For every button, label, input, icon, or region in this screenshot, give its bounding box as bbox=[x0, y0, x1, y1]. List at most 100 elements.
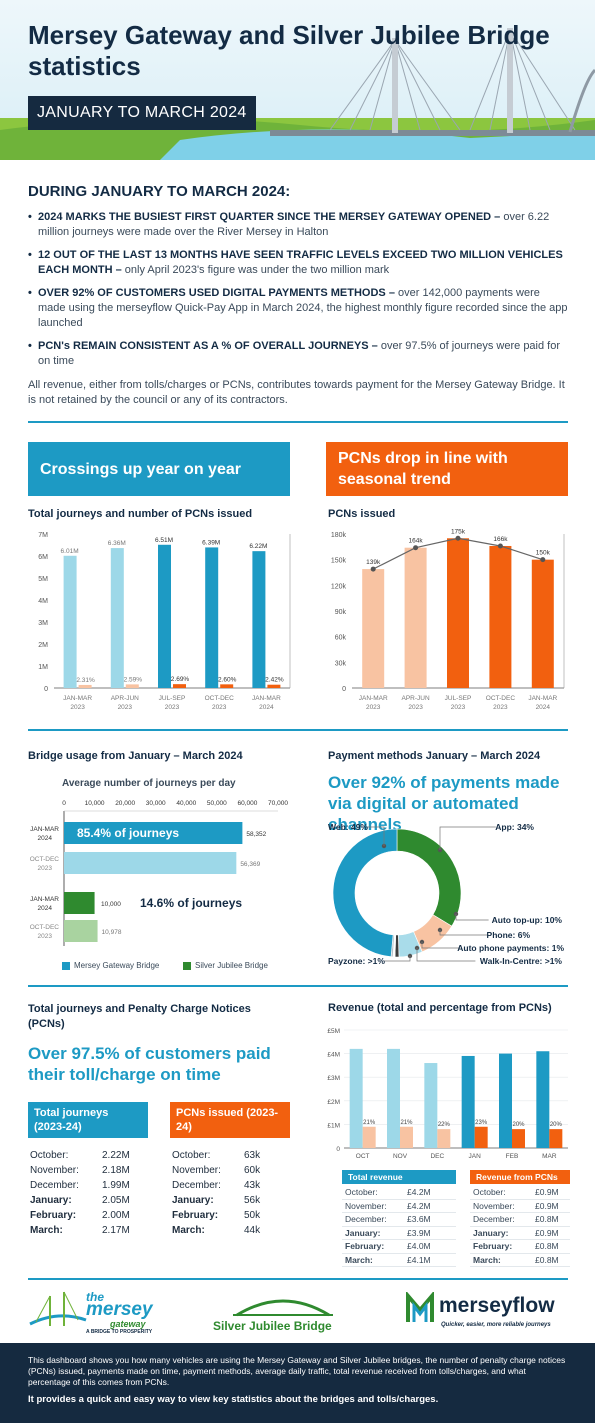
y-tick-label: OCT-DEC bbox=[30, 856, 60, 863]
x-tick-label: MAR bbox=[542, 1153, 557, 1160]
x-tick-label: JUL-SEP bbox=[159, 695, 186, 702]
payment-donut: Web: 49% App: 34% Auto top-up: 10% Phone: 6… bbox=[328, 822, 564, 966]
x-tick-label: JAN-MAR bbox=[359, 695, 388, 702]
table-row: February: 50k bbox=[172, 1210, 261, 1221]
pcn-data-label: 164k bbox=[409, 538, 424, 545]
y-tick-label: £3M bbox=[327, 1075, 340, 1082]
usage-bar bbox=[64, 892, 95, 914]
pie-leader-line bbox=[421, 942, 460, 949]
table-row: February: £0.8M bbox=[470, 1240, 570, 1254]
pcn-table: PCNs issued (2023-24) October: 63k Novemb… bbox=[170, 1102, 290, 1238]
x-tick-label: JAN bbox=[469, 1153, 482, 1160]
sjb-logo: Silver Jubilee Bridge bbox=[213, 1293, 358, 1333]
pie-slice-label: Walk-In-Centre: >1% bbox=[480, 956, 563, 966]
mersey-gateway-logo-mark bbox=[29, 1291, 87, 1326]
journeys-data-label: 6.51M bbox=[155, 537, 173, 544]
y-tick-label: 30k bbox=[335, 660, 347, 667]
x-tick-label: OCT bbox=[356, 1153, 370, 1160]
table-row: October: £4.2M bbox=[342, 1186, 456, 1200]
y-tick-label: 1M bbox=[38, 664, 48, 671]
pie-leader-line bbox=[416, 948, 476, 962]
bridge-usage-title: Bridge usage from January – March 2024 bbox=[28, 750, 243, 762]
x-tick-label: 20,000 bbox=[115, 800, 135, 807]
x-tick-label: JUL-SEP bbox=[445, 695, 472, 702]
y-tick-label: £5M bbox=[327, 1028, 340, 1035]
legend-swatch bbox=[62, 961, 70, 970]
pcn-data-label: 166k bbox=[493, 536, 508, 543]
mersey-gateway-logo: the mersey gateway A BRIDGE TO PROSPERIT… bbox=[28, 1290, 178, 1335]
table-row: March: £0.8M bbox=[470, 1254, 570, 1267]
y-tick-label: 60k bbox=[335, 635, 347, 642]
x-tick-label: APR-JUN bbox=[111, 695, 139, 702]
x-tick-label: 2023 bbox=[118, 704, 133, 711]
pcn-data-label: 150k bbox=[536, 550, 551, 557]
pcn-pct-label: 2.69% bbox=[171, 676, 190, 683]
pie-slice-label: Payzone: >1% bbox=[328, 956, 385, 966]
pcn-pct-label: 2.60% bbox=[218, 676, 237, 683]
pcn-revenue-bar bbox=[362, 1126, 376, 1148]
y-tick-label: 7M bbox=[38, 532, 48, 539]
x-tick-label: 70,000 bbox=[268, 800, 288, 807]
x-tick-label: JAN-MAR bbox=[252, 695, 281, 702]
pcn-pct-label: 2.31% bbox=[76, 677, 95, 684]
pcn-pct-label: 2.59% bbox=[124, 676, 143, 683]
sjb-share-label: 14.6% of journeys bbox=[140, 896, 242, 910]
table-header: Total journeys (2023-24) bbox=[28, 1102, 148, 1138]
pcn-bar bbox=[173, 684, 186, 688]
pcn-chart: 0 30k 60k 90k 120k 150k 180k 139k JAN-MAR 2023 164… bbox=[331, 528, 565, 711]
x-tick-label: 60,000 bbox=[237, 800, 257, 807]
table-row: October: 63k bbox=[172, 1150, 261, 1161]
x-tick-label: 30,000 bbox=[146, 800, 166, 807]
pie-slice-label: Auto top-up: 10% bbox=[492, 915, 563, 925]
y-tick-label: 90k bbox=[335, 609, 347, 616]
pcn-bar bbox=[78, 684, 92, 688]
x-tick-label: 2023 bbox=[493, 704, 508, 711]
journeys-data-label: 6.39M bbox=[202, 539, 220, 546]
y-tick-label: 0 bbox=[342, 686, 346, 693]
journeys-pcn-title: Total journeys and Penalty Charge Notice… bbox=[28, 1003, 251, 1030]
x-tick-label: 2024 bbox=[536, 704, 551, 711]
bullet-item: OVER 92% OF CUSTOMERS USED DIGITAL PAYME… bbox=[28, 286, 568, 331]
pie-leader-line bbox=[383, 956, 411, 962]
table-row: November: 2.18M bbox=[30, 1165, 130, 1176]
x-tick-label: 10,000 bbox=[85, 800, 105, 807]
usage-data-label: 56,369 bbox=[240, 861, 260, 868]
x-tick-label: 2024 bbox=[259, 704, 274, 711]
y-tick-label: 2023 bbox=[38, 865, 53, 872]
y-tick-label: 2024 bbox=[38, 835, 53, 842]
x-tick-label: 2023 bbox=[212, 704, 227, 711]
journeys-chart: 0 1M 2M 3M 4M 5M 6M 7M 6.01M 2.31% JAN-MAR 2023 6.36… bbox=[38, 532, 291, 711]
footer: This dashboard shows you how many vehicl… bbox=[0, 1343, 595, 1423]
period-badge: JANUARY TO MARCH 2024 bbox=[28, 96, 256, 130]
journeys-data-label: 6.22M bbox=[249, 543, 267, 550]
mersey-share-label: 85.4% of journeys bbox=[77, 826, 179, 840]
y-tick-label: 150k bbox=[331, 558, 347, 565]
x-tick-label: APR-JUN bbox=[402, 695, 430, 702]
pie-slice-label: Auto phone payments: 1% bbox=[457, 943, 564, 953]
banner-crossings: Crossings up year on year bbox=[28, 442, 290, 496]
pie-leader-line bbox=[366, 826, 385, 846]
pcn-revenue-bar bbox=[437, 1129, 451, 1148]
revenue-bar bbox=[499, 1053, 512, 1148]
y-tick-label: 2024 bbox=[38, 905, 53, 912]
x-tick-label: 2023 bbox=[165, 704, 180, 711]
usage-bar bbox=[64, 822, 243, 844]
table-row: February: 2.00M bbox=[30, 1210, 130, 1221]
table-header: Revenue from PCNs bbox=[470, 1170, 570, 1184]
pie-leader-line bbox=[455, 914, 489, 921]
intro-heading: DURING JANUARY TO MARCH 2024: bbox=[28, 183, 291, 200]
pcn-bar bbox=[489, 545, 512, 688]
pcn-revenue-bar bbox=[549, 1129, 563, 1148]
table-row: March: 44k bbox=[172, 1225, 261, 1236]
pcn-pct-label: 2.42% bbox=[265, 677, 284, 684]
x-tick-label: OCT-DEC bbox=[486, 695, 516, 702]
pcn-chart-title: PCNs issued bbox=[328, 508, 396, 520]
table-header: Total revenue bbox=[342, 1170, 456, 1184]
pcn-bar bbox=[531, 559, 554, 688]
usage-data-label: 10,978 bbox=[102, 929, 122, 936]
table-row: February: £4.0M bbox=[342, 1240, 456, 1254]
y-tick-label: OCT-DEC bbox=[30, 924, 60, 931]
bridge-illustration bbox=[0, 28, 595, 160]
pcn-pct-label: 22% bbox=[438, 1122, 451, 1128]
donut-slice bbox=[396, 828, 462, 927]
